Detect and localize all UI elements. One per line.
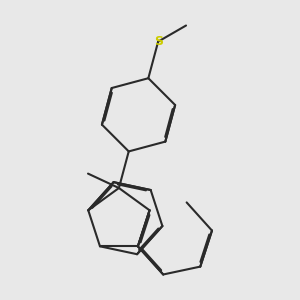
Text: S: S	[154, 35, 163, 48]
